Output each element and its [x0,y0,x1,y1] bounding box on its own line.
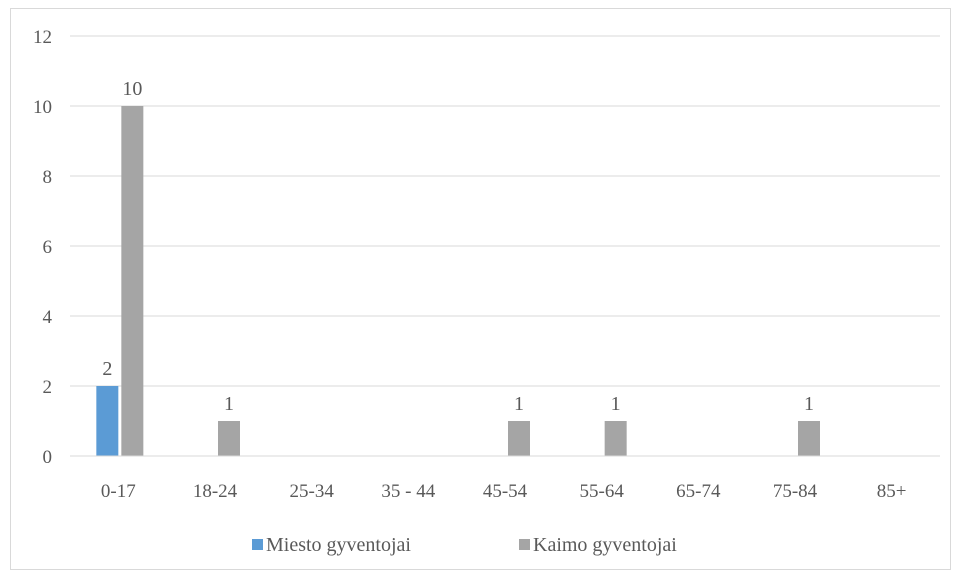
y-tick-label: 6 [43,237,53,258]
x-tick-label: 25-34 [290,481,335,502]
chart-frame [10,8,951,570]
x-tick-label: 0-17 [101,481,136,502]
data-label: 1 [611,393,621,415]
x-tick-label: 45-54 [483,481,528,502]
data-label: 1 [514,393,524,415]
x-tick-label: 85+ [877,481,907,502]
y-tick-label: 4 [43,307,53,328]
data-labels: 2 10 1 1 1 1 [102,78,814,415]
x-tick-label: 35 - 44 [381,481,435,502]
data-label: 1 [224,393,234,415]
x-tick-label: 75-84 [773,481,818,502]
legend-item-kaimo: Kaimo gyventojai [519,534,677,556]
data-label: 2 [102,358,112,380]
bar-miesto-0 [96,386,119,456]
y-axis-ticks: 0 2 4 6 8 10 12 [33,27,53,468]
legend: Miesto gyventojai Kaimo gyventojai [252,534,677,556]
data-label: 10 [122,78,142,100]
x-tick-label: 55-64 [580,481,625,502]
data-label: 1 [804,393,814,415]
legend-item-miesto: Miesto gyventojai [252,534,411,556]
bar-kaimo-0 [121,106,144,456]
x-tick-label: 65-74 [676,481,721,502]
bar-kaimo-1 [218,421,240,456]
bar-kaimo-7 [798,421,820,456]
bars [96,106,820,456]
y-tick-label: 8 [43,167,53,188]
legend-swatch [519,539,530,550]
y-tick-label: 10 [33,97,52,118]
legend-label: Miesto gyventojai [266,534,411,556]
legend-label: Kaimo gyventojai [533,534,677,556]
x-tick-label: 18-24 [193,481,238,502]
legend-swatch [252,539,263,550]
bar-kaimo-5 [604,421,627,456]
y-tick-label: 0 [43,447,53,468]
gridlines [70,35,940,387]
y-tick-label: 12 [33,27,52,48]
x-axis-ticks: 0-17 18-24 25-34 35 - 44 45-54 55-64 65-74 75-8… [101,481,907,502]
y-tick-label: 2 [43,377,53,398]
bar-kaimo-4 [508,421,530,456]
